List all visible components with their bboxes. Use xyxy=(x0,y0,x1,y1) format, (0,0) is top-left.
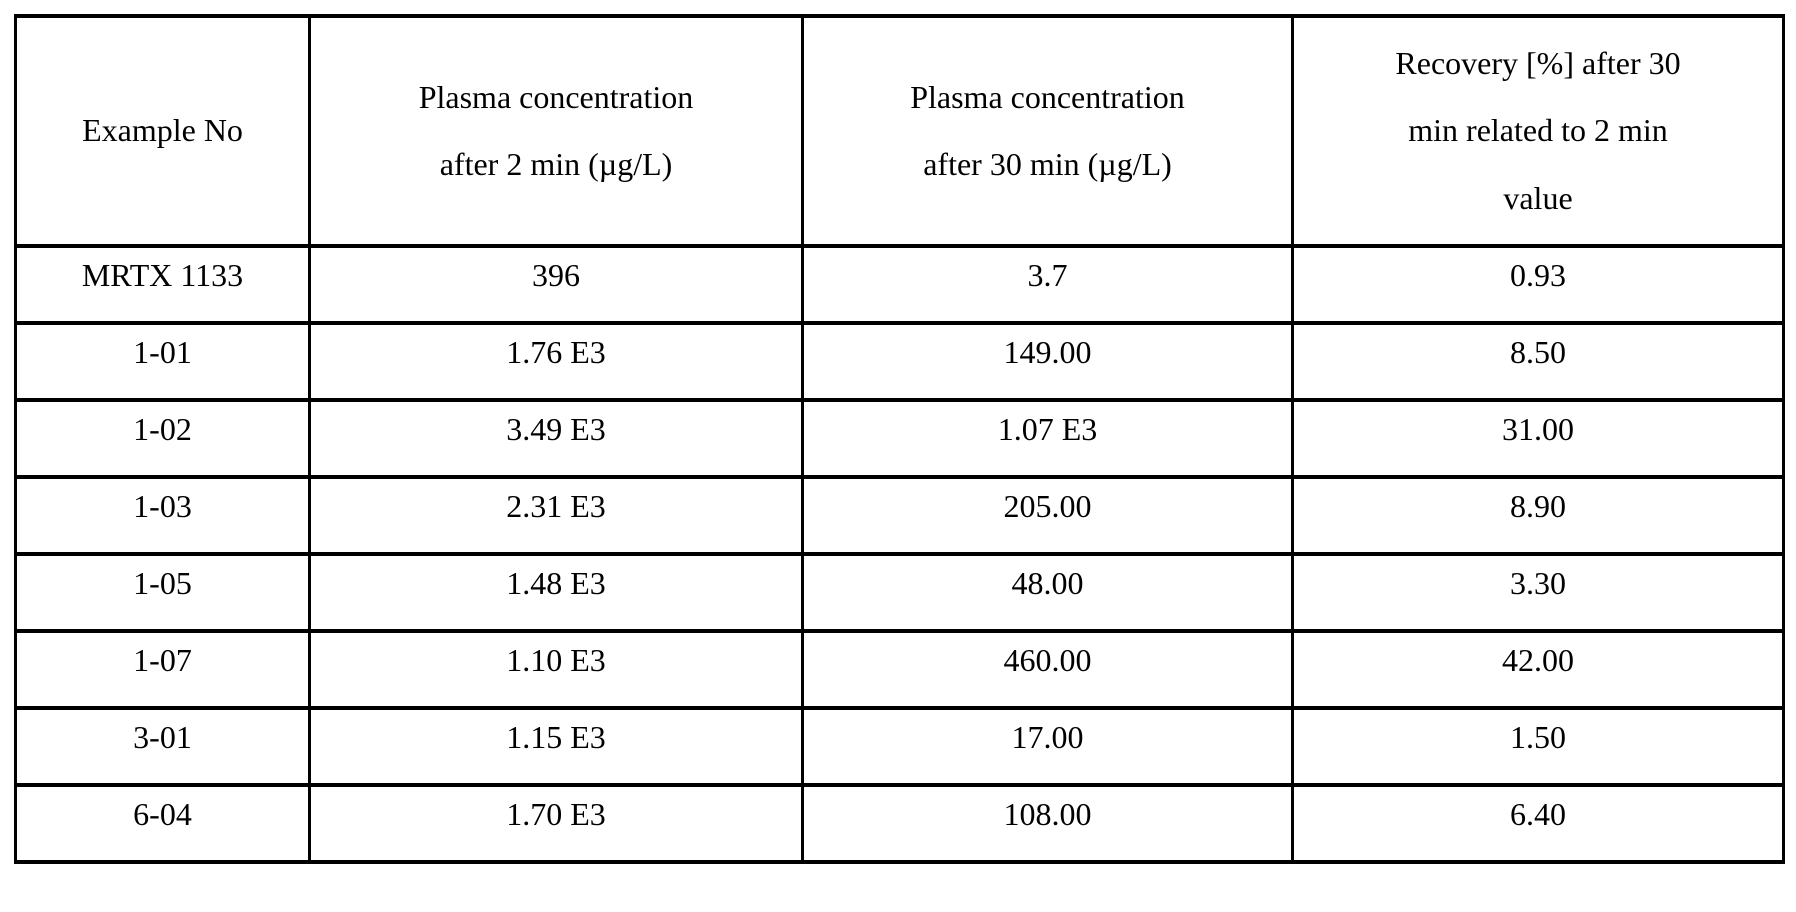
cell-recovery: 0.93 xyxy=(1291,244,1785,325)
header-cell-plasma-30min: Plasma concentration after 30 min (µg/L) xyxy=(801,14,1294,248)
cell-plasma-30min: 17.00 xyxy=(801,706,1294,787)
cell-recovery: 6.40 xyxy=(1291,783,1785,864)
cell-plasma-30min: 149.00 xyxy=(801,321,1294,402)
table-row: 1-03 2.31 E3 205.00 8.90 xyxy=(14,475,1785,556)
cell-example-no: 1-03 xyxy=(14,475,311,556)
table-row: 1-02 3.49 E3 1.07 E3 31.00 xyxy=(14,398,1785,479)
cell-example-no: 6-04 xyxy=(14,783,311,864)
cell-example-no: 1-05 xyxy=(14,552,311,633)
table-row: 6-04 1.70 E3 108.00 6.40 xyxy=(14,783,1785,864)
header-cell-recovery: Recovery [%] after 30 min related to 2 m… xyxy=(1291,14,1785,248)
cell-plasma-2min: 1.70 E3 xyxy=(308,783,804,864)
cell-plasma-2min: 396 xyxy=(308,244,804,325)
cell-plasma-2min: 1.48 E3 xyxy=(308,552,804,633)
cell-recovery: 8.50 xyxy=(1291,321,1785,402)
table-row: 3-01 1.15 E3 17.00 1.50 xyxy=(14,706,1785,787)
header-cell-example-no: Example No xyxy=(14,14,311,248)
table-header-row: Example No Plasma concentration after 2 … xyxy=(14,14,1785,248)
cell-recovery: 3.30 xyxy=(1291,552,1785,633)
cell-plasma-2min: 1.10 E3 xyxy=(308,629,804,710)
table-row: 1-05 1.48 E3 48.00 3.30 xyxy=(14,552,1785,633)
cell-plasma-2min: 1.15 E3 xyxy=(308,706,804,787)
cell-example-no: 1-01 xyxy=(14,321,311,402)
cell-plasma-30min: 205.00 xyxy=(801,475,1294,556)
cell-plasma-30min: 48.00 xyxy=(801,552,1294,633)
cell-plasma-2min: 1.76 E3 xyxy=(308,321,804,402)
cell-plasma-30min: 3.7 xyxy=(801,244,1294,325)
cell-example-no: 3-01 xyxy=(14,706,311,787)
cell-plasma-30min: 108.00 xyxy=(801,783,1294,864)
cell-recovery: 31.00 xyxy=(1291,398,1785,479)
cell-recovery: 1.50 xyxy=(1291,706,1785,787)
plasma-concentration-table: Example No Plasma concentration after 2 … xyxy=(14,14,1785,864)
cell-plasma-30min: 1.07 E3 xyxy=(801,398,1294,479)
cell-example-no: 1-07 xyxy=(14,629,311,710)
cell-recovery: 42.00 xyxy=(1291,629,1785,710)
cell-example-no: 1-02 xyxy=(14,398,311,479)
table-row: 1-01 1.76 E3 149.00 8.50 xyxy=(14,321,1785,402)
header-cell-plasma-2min: Plasma concentration after 2 min (µg/L) xyxy=(308,14,804,248)
cell-example-no: MRTX 1133 xyxy=(14,244,311,325)
table-row: MRTX 1133 396 3.7 0.93 xyxy=(14,244,1785,325)
cell-plasma-2min: 3.49 E3 xyxy=(308,398,804,479)
table-row: 1-07 1.10 E3 460.00 42.00 xyxy=(14,629,1785,710)
cell-plasma-2min: 2.31 E3 xyxy=(308,475,804,556)
cell-recovery: 8.90 xyxy=(1291,475,1785,556)
cell-plasma-30min: 460.00 xyxy=(801,629,1294,710)
